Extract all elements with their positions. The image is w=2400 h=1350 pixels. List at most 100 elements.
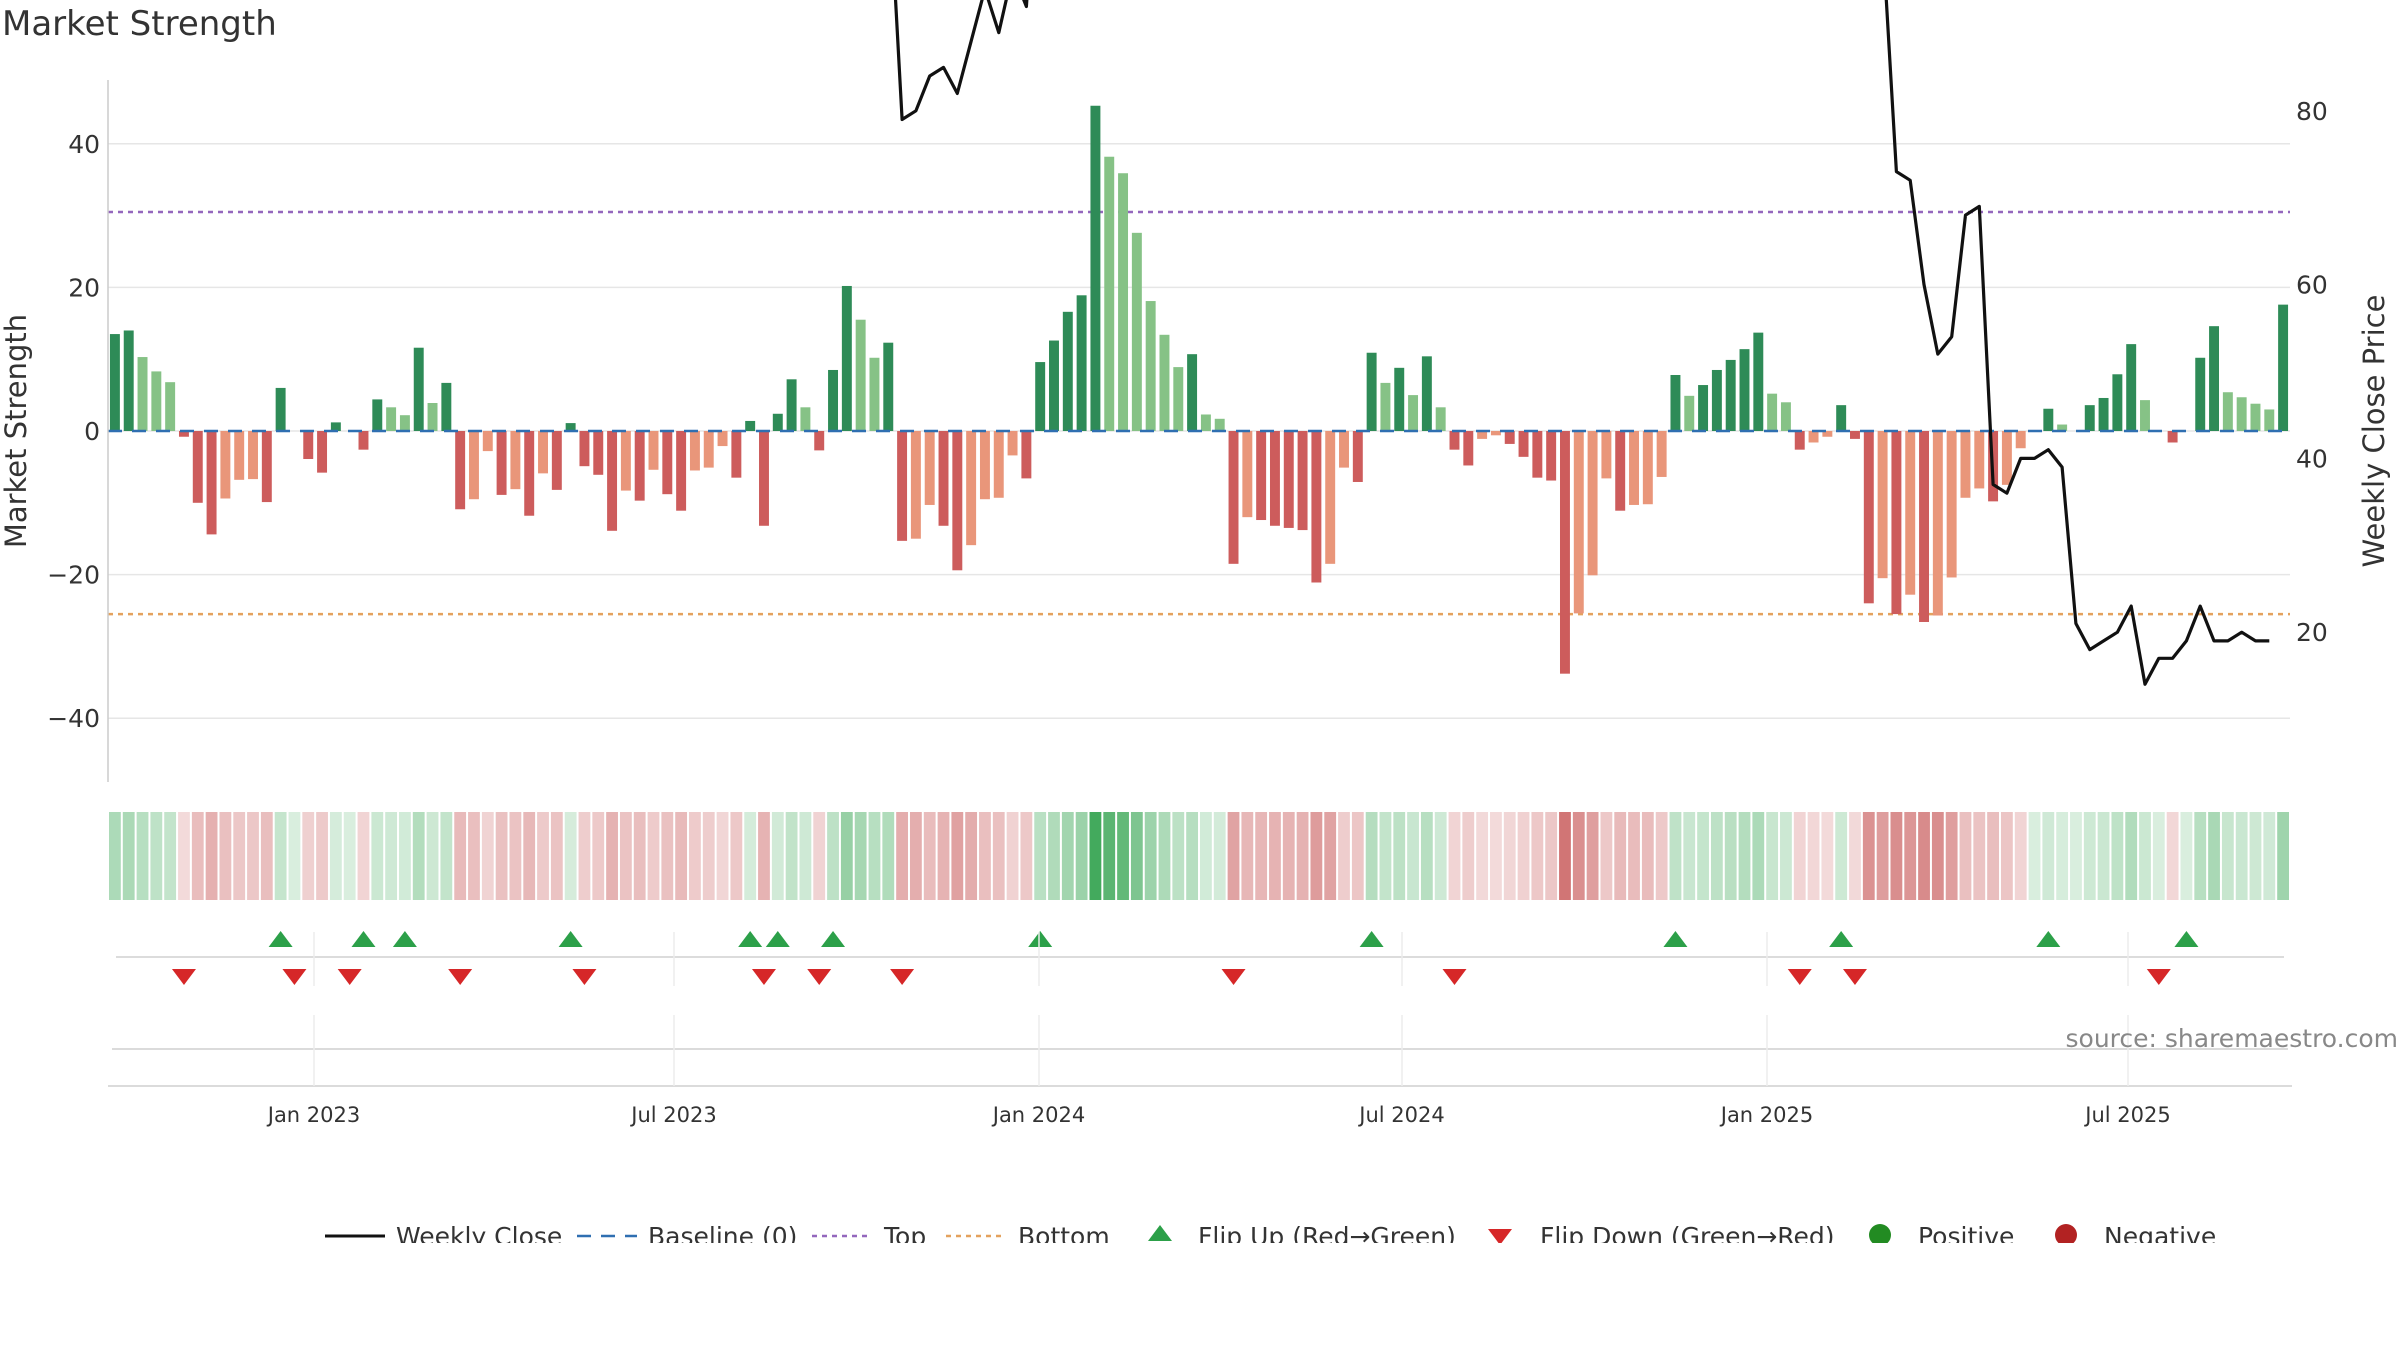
heatstrip-cell [1144, 812, 1157, 900]
heatstrip-cell [468, 812, 480, 900]
legend-label: Flip Up (Red→Green) [1198, 1222, 1456, 1243]
heatstrip-cell [1365, 812, 1378, 900]
heatstrip-cell [371, 812, 384, 900]
strength-bar [607, 431, 618, 531]
heatstrip-cell [2042, 812, 2055, 900]
legend-label: Baseline (0) [648, 1222, 797, 1243]
heatstrip-cell [1586, 812, 1599, 900]
heatstrip-cell [2000, 812, 2013, 900]
strength-bar [1932, 431, 1943, 616]
flip-down-marker [1442, 969, 1467, 985]
heatstrip-cell [1959, 812, 1972, 900]
strength-bar [1408, 395, 1419, 431]
heatstrip-cell [606, 812, 618, 900]
heatstrip-cell [1890, 812, 1903, 900]
strength-bar [358, 431, 369, 450]
heatstrip-cell [2277, 812, 2289, 900]
strength-bar [1794, 431, 1805, 450]
strength-bar [1780, 402, 1791, 431]
heatstrip-cell [854, 812, 867, 900]
strength-bar [1049, 340, 1059, 431]
strength-bar [841, 285, 852, 431]
heatstrip-cell [1503, 812, 1516, 900]
heatstrip-cell [164, 812, 177, 900]
heatstrip-cell [1724, 812, 1737, 900]
strength-bar [2112, 374, 2123, 431]
heatstrip-cell [1710, 812, 1723, 900]
heatstrip-cell [1490, 812, 1502, 900]
strength-bar [551, 431, 562, 490]
strength-bar [151, 371, 162, 431]
heatstrip-cell [633, 812, 646, 900]
heatstrip-cell [1255, 812, 1268, 900]
strength-bar [372, 399, 383, 431]
heatstrip-cell [771, 812, 784, 900]
heatstrip-cell [495, 812, 508, 900]
heatstrip-cell [785, 812, 798, 900]
chart-title: Market Strength [2, 4, 277, 44]
heatstrip-cell [136, 812, 149, 900]
y2-tick-label: 80 [2296, 97, 2328, 126]
strength-bar [482, 431, 493, 452]
strength-bar [1228, 431, 1239, 564]
heatstrip-cell [1614, 812, 1627, 900]
heatstrip-cell [1462, 812, 1475, 900]
strength-bar [330, 422, 341, 431]
heatstrip-cell [744, 812, 757, 900]
strength-bar [496, 431, 507, 495]
flip-up-marker [765, 931, 790, 947]
heatstrip-cell [716, 812, 729, 900]
heatstrip-cell [2263, 812, 2276, 900]
strength-bar [1062, 311, 1073, 431]
strength-bar [2084, 405, 2095, 431]
strength-bar [1104, 156, 1115, 431]
heatstrip-cell [426, 812, 439, 900]
heatstrip-cell [440, 812, 453, 900]
heatstrip-cell [1117, 812, 1129, 900]
strength-bar [1974, 431, 1985, 489]
strength-bar [1546, 431, 1557, 481]
strength-bar [1131, 232, 1142, 431]
heatstrip-cell [1310, 812, 1323, 900]
heatstrip-cell [274, 812, 287, 900]
strength-bar [1629, 431, 1639, 505]
heatstrip-cell [868, 812, 881, 900]
heatstrip-cell [1130, 812, 1143, 900]
heatstrip-cell [1420, 812, 1433, 900]
strength-bar [2140, 400, 2150, 431]
strength-bar [2001, 431, 2012, 485]
strength-bar [662, 431, 673, 495]
strength-bar [772, 413, 783, 431]
axes: −40−200204020406080100120140160 [47, 80, 2328, 782]
flip-up-marker [268, 931, 293, 947]
flip-down-marker [1842, 969, 1867, 985]
heatstrip-cell [1669, 812, 1682, 900]
strength-bar [1656, 431, 1667, 477]
strength-bar [1339, 431, 1349, 468]
heatstrip-cell [1434, 812, 1447, 900]
strength-bar [745, 420, 756, 431]
heatstrip-cell [2180, 812, 2193, 900]
strength-bar [261, 431, 272, 503]
flip-down-marker [337, 969, 362, 985]
strength-bar [1573, 431, 1584, 614]
strength-bar [1836, 405, 1847, 431]
heatstrip-cell [1807, 812, 1820, 900]
strength-bar [1822, 431, 1833, 437]
strength-bar [1435, 407, 1446, 431]
strength-bar [1739, 349, 1750, 431]
strength-bar [2209, 326, 2220, 431]
legend-label: Positive [1918, 1222, 2014, 1243]
strength-bar [1242, 431, 1253, 518]
strength-bar [1532, 431, 1543, 478]
strength-bar [165, 382, 176, 431]
heatstrip-cell [1683, 812, 1696, 900]
strength-bar [1021, 431, 1032, 479]
strength-bar [1863, 431, 1874, 604]
flip-up-marker [2174, 931, 2199, 947]
strength-bar [1919, 431, 1930, 622]
heatstrip-cell [537, 812, 549, 900]
y-tick-label: −40 [47, 704, 100, 733]
heatstrip-cell [2125, 812, 2138, 900]
strength-bar [1311, 431, 1322, 583]
